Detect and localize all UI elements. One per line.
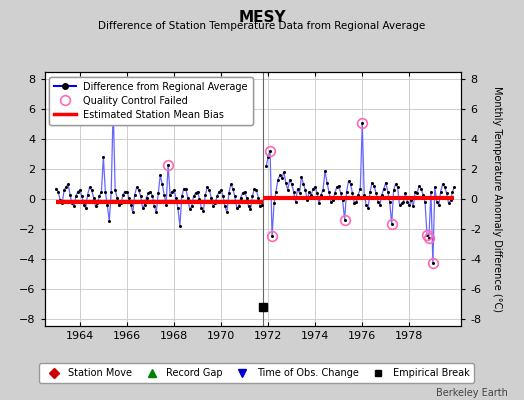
Legend: Station Move, Record Gap, Time of Obs. Change, Empirical Break: Station Move, Record Gap, Time of Obs. C… [39,363,474,383]
Legend: Difference from Regional Average, Quality Control Failed, Estimated Station Mean: Difference from Regional Average, Qualit… [49,77,253,125]
Text: MESY: MESY [238,10,286,25]
Text: Berkeley Earth: Berkeley Earth [436,388,508,398]
Text: Difference of Station Temperature Data from Regional Average: Difference of Station Temperature Data f… [99,21,425,31]
Y-axis label: Monthly Temperature Anomaly Difference (°C): Monthly Temperature Anomaly Difference (… [493,86,503,312]
